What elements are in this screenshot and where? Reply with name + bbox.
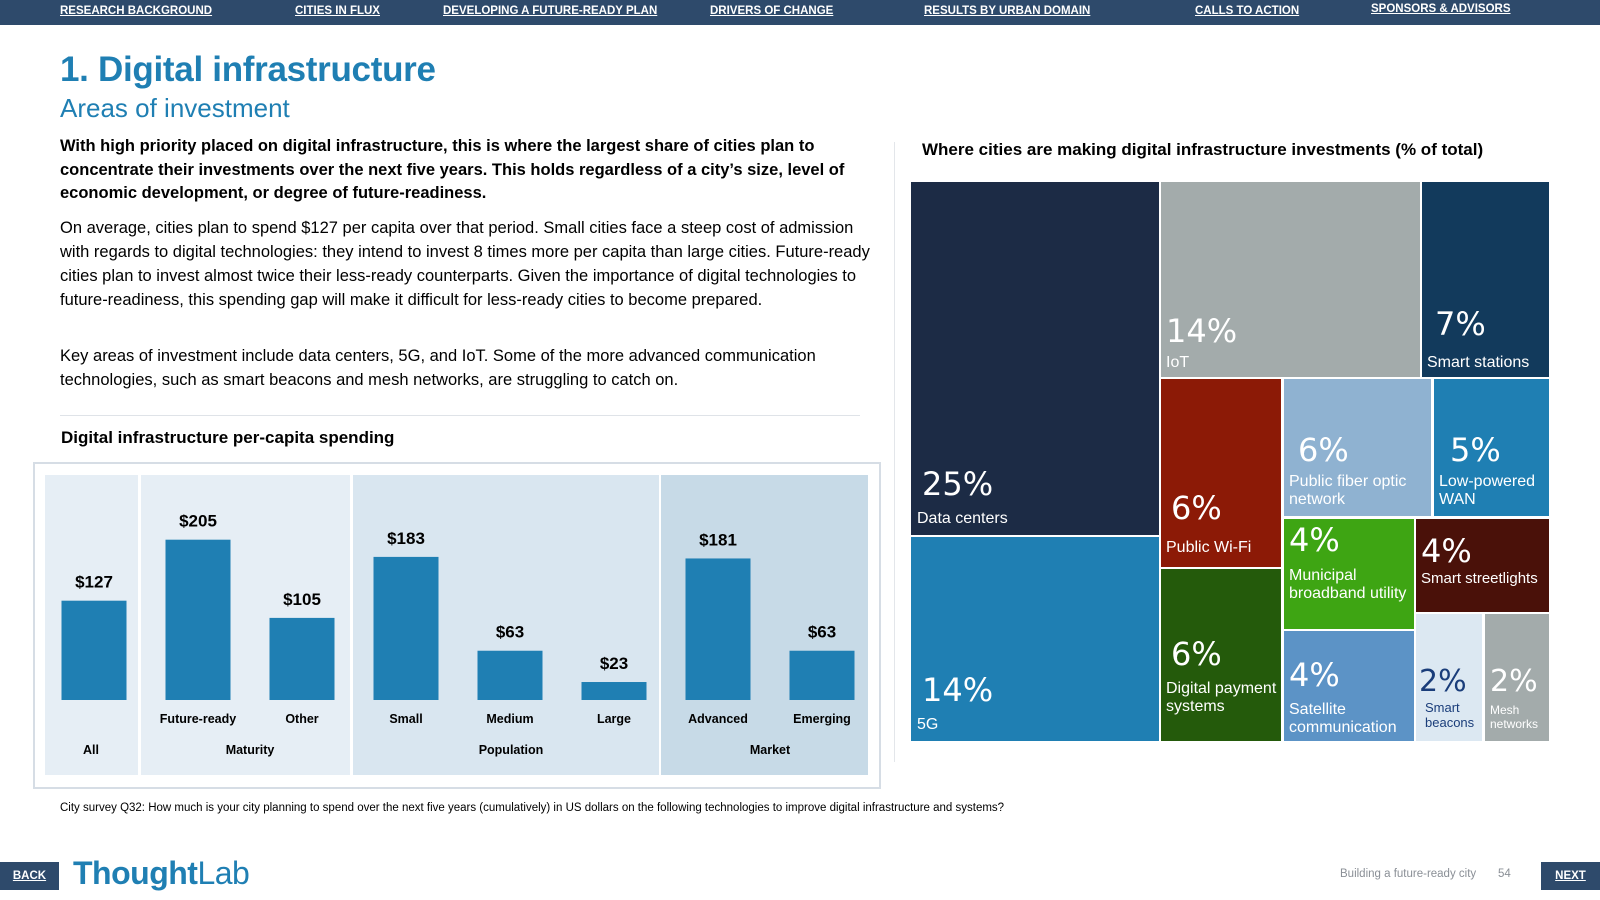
treemap-tile-label: Low-powered WAN	[1439, 473, 1536, 509]
bar-emerging	[789, 650, 855, 700]
treemap-tile-label: Satellite communication	[1289, 701, 1397, 737]
bar-all	[61, 600, 127, 700]
treemap-tile-public-wi-fi: 6% Public Wi-Fi	[1161, 379, 1281, 567]
category-label: Medium	[486, 712, 533, 726]
bar-value-label: $63	[496, 623, 524, 642]
treemap-tile-value: 4%	[1421, 532, 1472, 570]
body-paragraph-1: On average, cities plan to spend $127 pe…	[60, 219, 870, 309]
treemap-tile-value: 6%	[1298, 431, 1349, 469]
group-label: Maturity	[226, 743, 275, 757]
bar-advanced	[685, 558, 751, 700]
bar-other	[269, 617, 335, 700]
treemap-tile-label: Smart stations	[1427, 354, 1530, 371]
lead-paragraph: With high priority placed on digital inf…	[60, 137, 845, 202]
bar-value-label: $183	[387, 529, 425, 548]
top-nav-bar: RESEARCH BACKGROUND CITIES IN FLUX DEVEL…	[0, 0, 1600, 25]
treemap-tile-mesh-networks: 2% Mesh networks	[1485, 614, 1549, 741]
treemap-tile-5g: 14% 5G	[911, 537, 1159, 741]
group-label: Population	[479, 743, 544, 757]
logo-text-b: Lab	[197, 855, 250, 891]
survey-footnote: City survey Q32: How much is your city p…	[60, 802, 1005, 814]
bar-value-label: $23	[600, 654, 628, 673]
thoughtlab-logo[interactable]: ThoughtLab	[73, 855, 250, 892]
treemap-tile-label: Public Wi-Fi	[1166, 539, 1252, 556]
treemap-tile-value: 14%	[1166, 312, 1238, 350]
group-label: Market	[750, 743, 791, 757]
treemap-tile-value: 14%	[922, 671, 994, 709]
body-paragraph-2: Key areas of investment include data cen…	[60, 347, 816, 389]
treemap-tile-value: 7%	[1435, 305, 1486, 343]
treemap-tile-public-fiber-optic-network: 6% Public fiber optic network	[1284, 379, 1431, 516]
nav-future-ready-plan[interactable]: DEVELOPING A FUTURE-READY PLAN	[443, 5, 658, 17]
footer-caption: Building a future-ready city	[1340, 868, 1477, 880]
nav-cities-in-flux[interactable]: CITIES IN FLUX	[295, 5, 380, 17]
treemap-tile-smart-stations: 7% Smart stations	[1422, 182, 1549, 377]
treemap-tile-label: IoT	[1166, 354, 1190, 371]
treemap-tile-label: Mesh networks	[1490, 703, 1539, 731]
page-subtitle: Areas of investment	[60, 93, 290, 123]
page-title: 1. Digital infrastructure	[60, 50, 436, 89]
category-label: Emerging	[793, 712, 851, 726]
category-label: Advanced	[688, 712, 748, 726]
treemap-tile-label: Smart beacons	[1425, 700, 1475, 730]
treemap-tile-digital-payment-systems: 6% Digital payment systems	[1161, 569, 1281, 741]
bar-value-label: $127	[75, 573, 113, 592]
treemap-tile-municipal-broadband-utility: 4% Municipal broadband utility	[1284, 519, 1414, 629]
treemap-tile-value: 4%	[1289, 521, 1340, 559]
category-label: Large	[597, 712, 631, 726]
treemap-tile-value: 6%	[1171, 489, 1222, 527]
next-button[interactable]: NEXT	[1541, 862, 1600, 890]
bar-value-label: $105	[283, 590, 321, 609]
logo-text-a: Thought	[73, 855, 198, 891]
treemap-tile-value: 25%	[922, 465, 994, 503]
treemap-tile-value: 6%	[1171, 635, 1222, 673]
treemap-tile-low-powered-wan: 5% Low-powered WAN	[1434, 379, 1549, 516]
bar-small	[373, 556, 439, 700]
bar-value-label: $181	[699, 530, 737, 549]
nav-results-by-urban-domain[interactable]: RESULTS BY URBAN DOMAIN	[924, 5, 1091, 17]
bar-value-label: $63	[808, 623, 836, 642]
bar-large	[581, 682, 647, 700]
treemap-tile-smart-beacons: 2% Smart beacons	[1416, 614, 1482, 741]
treemap-tile-label: Digital payment systems	[1166, 680, 1277, 716]
treemap-tile-value: 2%	[1490, 664, 1538, 699]
treemap-tile-label: Smart streetlights	[1421, 570, 1538, 587]
treemap-tile-label: 5G	[917, 716, 939, 733]
treemap-tile-iot: 14% IoT	[1161, 182, 1420, 377]
back-button[interactable]: BACK	[0, 862, 59, 890]
vertical-divider	[894, 142, 895, 762]
treemap-tile-satellite-communication: 4% Satellite communication	[1284, 631, 1414, 741]
treemap-tile-value: 5%	[1450, 431, 1501, 469]
bar-value-label: $205	[179, 512, 217, 531]
nav-sponsors-advisors[interactable]: SPONSORS & ADVISORS	[1371, 3, 1511, 15]
category-label: Small	[389, 712, 422, 726]
category-label: Future-ready	[160, 712, 236, 726]
nav-research-background[interactable]: RESEARCH BACKGROUND	[60, 5, 213, 17]
treemap-tile-value: 4%	[1289, 656, 1340, 694]
treemap-tile-label: Public fiber optic network	[1289, 473, 1407, 509]
group-label: All	[83, 743, 99, 757]
treemap-tile-value: 2%	[1419, 664, 1467, 699]
treemap-title: Where cities are making digital infrastr…	[922, 140, 1484, 159]
treemap-tile-data-centers: 25% Data centers	[911, 182, 1159, 535]
treemap-tile-label: Municipal broadband utility	[1289, 567, 1407, 603]
bar-chart-title: Digital infrastructure per-capita spendi…	[61, 428, 395, 447]
nav-calls-to-action[interactable]: CALLS TO ACTION	[1195, 5, 1300, 17]
divider	[60, 415, 860, 416]
page-number: 54	[1498, 868, 1511, 880]
nav-drivers-of-change[interactable]: DRIVERS OF CHANGE	[710, 5, 834, 17]
bar-future-ready	[165, 539, 231, 700]
category-label: Other	[285, 712, 318, 726]
bar-medium	[477, 650, 543, 700]
treemap-tile-label: Data centers	[917, 510, 1008, 527]
treemap-tile-smart-streetlights: 4% Smart streetlights	[1416, 519, 1549, 612]
